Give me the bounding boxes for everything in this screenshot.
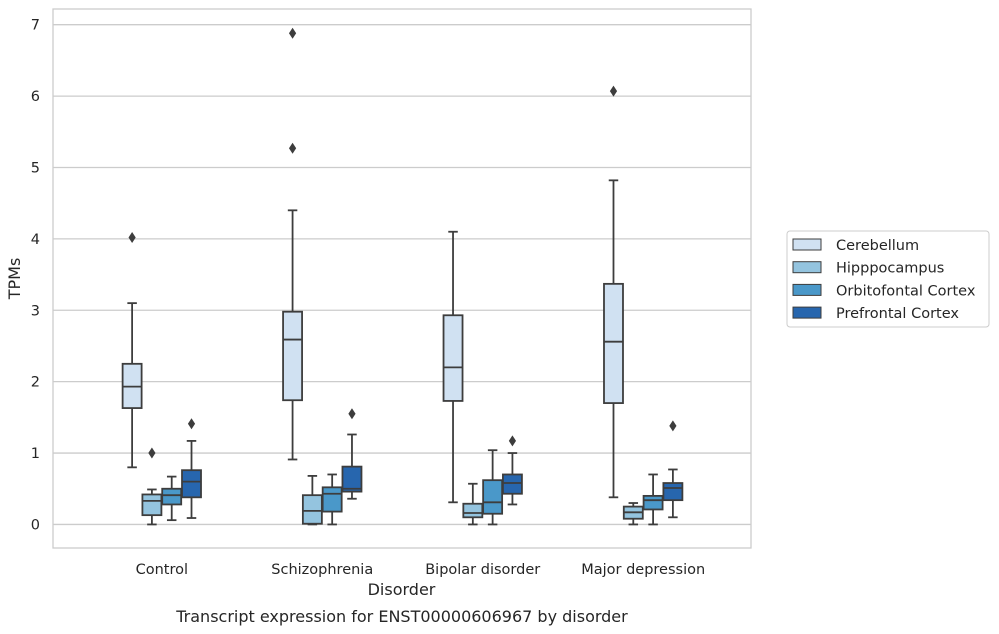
box-orbitofontal-cortex [482, 449, 504, 526]
box-cerebellum [282, 27, 303, 461]
outlier-point [348, 408, 356, 420]
y-tick-label: 7 [31, 18, 40, 34]
box-hipppocampus [141, 447, 163, 526]
outlier-point [609, 85, 618, 97]
y-tick-label: 5 [31, 160, 40, 176]
legend-frame [786, 230, 990, 328]
box-orbitofontal-cortex [161, 475, 183, 522]
plot-frame [52, 8, 752, 549]
x-tick-label: Major depression [581, 562, 705, 578]
y-tick-label: 4 [31, 232, 40, 248]
legend-label: Cerebellum [836, 238, 919, 254]
box-iqr [482, 479, 504, 515]
x-tick-labels: Control Schizophrenia Bipolar disorder Majo… [136, 562, 706, 578]
chart-caption: Transcript expression for ENST0000060696… [175, 607, 628, 626]
box-iqr [462, 502, 484, 519]
x-axis-title: Disorder [368, 580, 436, 599]
box-iqr [282, 310, 303, 402]
grid-lines [53, 24, 751, 526]
box-iqr [321, 486, 343, 513]
legend: Cerebellum Hipppocampus Orbitofontal Corte… [786, 230, 990, 328]
box-prefrontal-cortex [502, 435, 523, 506]
box-orbitofontal-cortex [321, 473, 343, 526]
box-iqr [662, 482, 684, 502]
outlier-point [669, 420, 677, 432]
legend-label: Orbitofontal Cortex [836, 283, 976, 299]
outlier-point [128, 231, 136, 243]
box-iqr [181, 469, 202, 499]
box-iqr [301, 494, 323, 525]
y-axis-title: TPMs [5, 258, 24, 301]
box-cerebellum [603, 85, 624, 499]
boxes [121, 27, 684, 526]
outlier-point [148, 447, 156, 459]
legend-label: Hipppocampus [836, 261, 944, 277]
box-prefrontal-cortex [181, 418, 202, 519]
box-iqr [161, 487, 183, 506]
y-tick-label: 6 [31, 89, 40, 105]
box-hipppocampus [301, 474, 323, 526]
y-tick-labels: 0 1 2 3 4 5 6 7 [31, 18, 40, 534]
outlier-point [288, 142, 297, 154]
box-iqr [642, 494, 664, 511]
y-tick-label: 0 [31, 517, 40, 533]
box-orbitofontal-cortex [642, 473, 664, 526]
box-iqr [502, 473, 523, 495]
x-tick-label: Schizophrenia [271, 562, 373, 578]
outlier-point [288, 27, 297, 39]
legend-swatch [792, 283, 822, 296]
outlier-point [508, 435, 517, 447]
box-hipppocampus [622, 502, 644, 526]
box-iqr [603, 282, 624, 404]
y-tick-label: 3 [31, 303, 40, 319]
box-cerebellum [442, 230, 464, 504]
legend-label: Prefrontal Cortex [836, 306, 959, 322]
x-tick-label: Bipolar disorder [425, 562, 540, 578]
box-iqr [141, 493, 163, 517]
box-iqr [341, 465, 363, 493]
box-cerebellum [121, 231, 143, 469]
y-tick-label: 1 [31, 446, 40, 462]
outlier-point [187, 418, 196, 430]
box-hipppocampus [462, 482, 484, 526]
legend-swatch [792, 306, 822, 319]
box-prefrontal-cortex [341, 408, 363, 500]
box-iqr [442, 314, 464, 402]
box-prefrontal-cortex [662, 420, 684, 519]
legend-swatch [792, 261, 822, 274]
x-tick-label: Control [136, 562, 188, 578]
y-tick-label: 2 [31, 375, 40, 391]
legend-swatch [792, 238, 822, 251]
